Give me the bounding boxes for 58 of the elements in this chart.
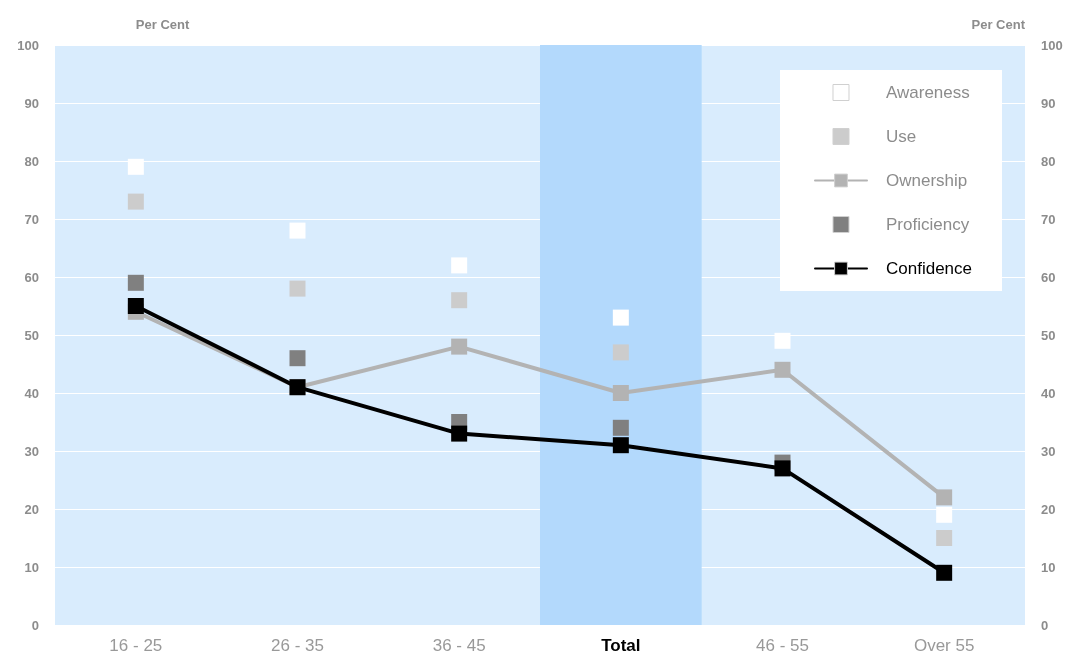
point bbox=[612, 309, 629, 326]
legend-label: Confidence bbox=[886, 259, 973, 278]
point bbox=[289, 350, 306, 367]
y2-tick-label: 20 bbox=[1041, 501, 1056, 517]
y2-tick-label: 30 bbox=[1041, 443, 1056, 459]
y-tick-label: 100 bbox=[17, 37, 39, 53]
y-tick-label: 80 bbox=[24, 153, 39, 169]
y2-tick-label: 0 bbox=[1041, 617, 1049, 633]
point bbox=[127, 298, 144, 314]
legend-label: Ownership bbox=[886, 171, 968, 190]
y2-tick-label: 90 bbox=[1041, 95, 1056, 111]
legend-label: Proficiency bbox=[886, 215, 970, 234]
y2-tick-label: 60 bbox=[1041, 269, 1056, 285]
x-tick-label: 46 - 55 bbox=[756, 636, 809, 655]
y2-tick-label: 70 bbox=[1041, 211, 1056, 227]
point bbox=[451, 257, 468, 274]
y-tick-label: 40 bbox=[24, 385, 39, 401]
point bbox=[612, 385, 629, 401]
point bbox=[936, 506, 953, 523]
point bbox=[451, 292, 468, 309]
point bbox=[774, 361, 791, 378]
legend-label: Use bbox=[886, 127, 917, 146]
y2-axis-title: Per Cent bbox=[971, 17, 1026, 32]
y-tick-label: 10 bbox=[24, 559, 39, 575]
point bbox=[451, 338, 468, 355]
y-tick-label: 20 bbox=[24, 501, 39, 517]
point bbox=[612, 344, 629, 361]
point bbox=[774, 460, 791, 477]
point bbox=[127, 193, 144, 210]
point bbox=[936, 530, 953, 546]
point bbox=[774, 332, 791, 349]
y2-tick-label: 80 bbox=[1041, 153, 1056, 169]
y2-tick-label: 50 bbox=[1041, 327, 1056, 343]
x-tick-label: 26 - 35 bbox=[271, 636, 324, 655]
point bbox=[127, 158, 144, 175]
y-tick-label: 50 bbox=[24, 327, 39, 343]
y2-tick-label: 10 bbox=[1041, 559, 1056, 575]
point bbox=[936, 564, 953, 581]
x-tick-label: 36 - 45 bbox=[432, 636, 486, 655]
y-axis-title: Per Cent bbox=[135, 17, 190, 32]
point bbox=[451, 425, 468, 442]
x-tick-label: Over 55 bbox=[913, 636, 975, 655]
x-tick-label: Total bbox=[601, 636, 641, 655]
point bbox=[612, 419, 629, 436]
point bbox=[612, 437, 629, 454]
x-tick-label: 16 - 25 bbox=[109, 636, 163, 655]
point bbox=[289, 222, 306, 239]
point bbox=[127, 274, 144, 291]
y-tick-label: 0 bbox=[31, 617, 39, 633]
point bbox=[289, 280, 306, 297]
y-tick-label: 90 bbox=[24, 95, 39, 111]
y-tick-label: 60 bbox=[24, 269, 39, 285]
y2-tick-label: 40 bbox=[1041, 385, 1056, 401]
point bbox=[936, 489, 953, 506]
y-tick-label: 30 bbox=[24, 443, 39, 459]
legend-label: Awareness bbox=[886, 83, 970, 102]
y-tick-label: 70 bbox=[24, 211, 39, 227]
y2-tick-label: 100 bbox=[1041, 37, 1063, 53]
